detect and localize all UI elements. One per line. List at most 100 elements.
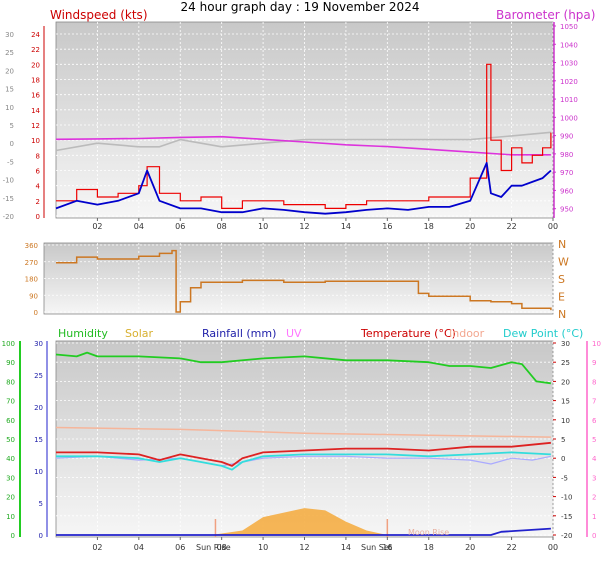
wind-x-tick-label: 04 <box>134 222 144 231</box>
outer-temp-tick-label: 5 <box>10 122 14 130</box>
temp-tick-label: 15 <box>561 398 570 406</box>
climate-x-tick-label: 14 <box>341 543 351 552</box>
windspeed-tick-label: 20 <box>31 61 40 69</box>
uv-tick-label: 1 <box>592 513 596 521</box>
windspeed-tick-label: 24 <box>31 31 40 39</box>
dir-tick-label: 360 <box>25 242 38 250</box>
indoor-temp-line <box>55 426 551 438</box>
windspeed-tick-label: 22 <box>31 46 40 54</box>
wind-x-tick-label: 10 <box>258 222 268 231</box>
rain-tick-label: 30 <box>34 340 43 348</box>
outer-temp-tick-label: -10 <box>3 177 14 185</box>
uv-tick-label: 10 <box>592 340 601 348</box>
wind-gust-line <box>56 63 552 209</box>
wind-x-tick-label: 16 <box>382 222 392 231</box>
temperature-line <box>56 441 551 467</box>
baro-tick-label: 1030 <box>560 60 578 68</box>
temp-tick-label: 10 <box>561 417 570 425</box>
temp-tick-label: 0 <box>561 455 565 463</box>
climate-x-tick-label: 16 <box>382 543 392 552</box>
windspeed-tick-label: 18 <box>31 77 40 85</box>
direction-letter: E <box>558 291 565 304</box>
humidity-tick-label: 90 <box>6 359 15 367</box>
uv-tick-label: 3 <box>592 474 596 482</box>
direction-letter: N <box>558 238 566 251</box>
uv-tick-label: 9 <box>592 359 596 367</box>
wind-x-tick-label: 14 <box>341 222 351 231</box>
baro-tick-label: 1010 <box>560 96 578 104</box>
direction-letter: S <box>558 273 565 286</box>
wind-x-tick-label: 12 <box>299 222 309 231</box>
temp-tick-label: -20 <box>561 532 572 540</box>
windspeed-tick-label: 2 <box>36 198 40 206</box>
dir-tick-label: 90 <box>29 292 38 300</box>
windspeed-tick-label: 0 <box>36 213 40 221</box>
rain-tick-label: 10 <box>34 468 43 476</box>
humidity-tick-label: 20 <box>6 494 15 502</box>
sunrise-label: Sun Rise <box>196 543 231 552</box>
temp-tick-label: 20 <box>561 378 570 386</box>
wind-x-tick-label: 22 <box>506 222 516 231</box>
humidity-tick-label: 60 <box>6 417 15 425</box>
climate-x-tick-label: 02 <box>92 543 102 552</box>
humidity-tick-label: 10 <box>6 513 15 521</box>
humidity-tick-label: 0 <box>11 532 15 540</box>
outer-temp-tick-label: 25 <box>5 49 14 57</box>
windspeed-tick-label: 14 <box>31 107 40 115</box>
wind-x-tick-label: 02 <box>92 222 102 231</box>
temp-tick-label: 25 <box>561 359 570 367</box>
humidity-line <box>55 351 552 385</box>
temp-tick-label: 30 <box>561 340 570 348</box>
wind-x-tick-label: 06 <box>175 222 185 231</box>
rain-tick-label: 5 <box>39 500 43 508</box>
dewpoint-line <box>56 451 551 471</box>
baro-tick-label: 1020 <box>560 78 578 86</box>
uv-tick-label: 7 <box>592 398 596 406</box>
rain-tick-label: 20 <box>34 404 43 412</box>
humidity-tick-label: 100 <box>2 340 15 348</box>
dir-tick-label: 270 <box>25 259 38 267</box>
baro-tick-label: 950 <box>560 206 573 214</box>
rainfall-label: Rainfall (mm) <box>202 327 276 340</box>
outer-temp-tick-label: -15 <box>3 195 14 203</box>
baro-tick-label: 1050 <box>560 23 578 31</box>
humidity-tick-label: 70 <box>6 398 15 406</box>
baro-tick-label: 980 <box>560 151 573 159</box>
humidity-tick-label: 80 <box>6 378 15 386</box>
solar-area <box>211 508 388 535</box>
rainfall-line <box>56 527 551 536</box>
outer-temp-tick-label: 20 <box>5 67 14 75</box>
outer-temp-tick-label: -20 <box>3 213 14 221</box>
humidity-tick-label: 40 <box>6 455 15 463</box>
climate-x-tick-label: 00 <box>548 543 558 552</box>
baro-tick-label: 1040 <box>560 41 578 49</box>
barometer-label: Barometer (hpa) <box>496 8 595 22</box>
wind-average-line <box>55 162 552 215</box>
uv-tick-label: 8 <box>592 378 596 386</box>
uv-label: UV <box>286 327 302 340</box>
direction-letter: N <box>558 308 566 321</box>
solar-label: Solar <box>125 327 154 340</box>
rain-tick-label: 25 <box>34 372 43 380</box>
baro-tick-label: 990 <box>560 133 573 141</box>
climate-x-tick-label: 18 <box>424 543 434 552</box>
uv-tick-label: 6 <box>592 417 597 425</box>
direction-letter: W <box>558 256 569 269</box>
temp-tick-label: 5 <box>561 436 565 444</box>
windspeed-tick-label: 6 <box>36 168 41 176</box>
outer-temp-tick-label: 30 <box>5 31 14 39</box>
moonrise-label: Moon Rise <box>408 528 449 537</box>
windspeed-tick-label: 16 <box>31 92 40 100</box>
wind-x-tick-label: 20 <box>465 222 475 231</box>
wind-direction-line <box>56 249 552 313</box>
dir-tick-label: 0 <box>34 309 38 317</box>
chart-title: 24 hour graph day : 19 November 2024 <box>181 0 420 14</box>
uv-tick-label: 0 <box>592 532 596 540</box>
windspeed-tick-label: 12 <box>31 122 40 130</box>
temp-tick-label: -5 <box>561 474 568 482</box>
rain-tick-label: 0 <box>39 532 43 540</box>
outer-temp-tick-label: 10 <box>5 104 14 112</box>
humidity-tick-label: 50 <box>6 436 15 444</box>
